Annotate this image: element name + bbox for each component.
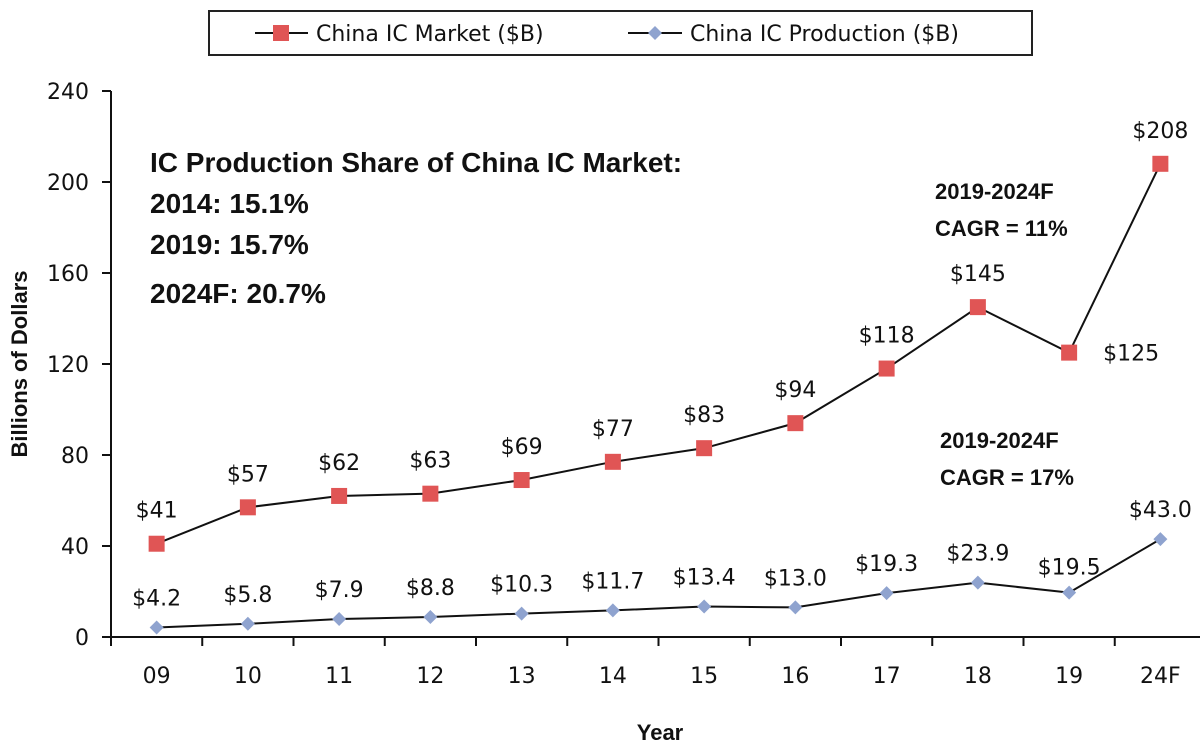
market-data-label: $208 [1132,119,1188,144]
y-tick-label: 240 [47,80,89,105]
series-layer: $41 $57 $62 $63 $69 $77 $83 $94 $118 $145 $125 $208… [132,119,1192,635]
market-data-point [969,299,986,316]
market-data-label: $94 [774,378,816,403]
market-data-point [878,360,895,377]
axes: 0 40 80 120 160 200 240 09 10 11 12 13 14 15 16 17 18 19… [47,80,1200,689]
production-data-point [514,606,529,621]
production-data-label: $4.2 [132,586,181,611]
production-data-label: $43.0 [1129,498,1192,523]
x-tick-label: 13 [508,664,536,689]
legend: China IC Market ($B) China IC Production… [208,10,1033,56]
market-data-point [696,440,713,457]
production-data-label: $23.9 [946,542,1009,567]
x-tick-label: 14 [599,664,627,689]
production-data-point [605,603,620,618]
production-data-point [788,600,803,615]
production-data-label: $8.8 [406,576,455,601]
production-data-point [697,599,712,614]
production-data-point [332,612,347,627]
x-tick-label: 18 [964,664,992,689]
market-data-point [422,485,439,502]
market-data-point [239,499,256,516]
market-cagr-period: 2019-2024F [935,179,1054,204]
production-data-label: $7.9 [315,578,364,603]
market-data-label: $83 [683,403,725,428]
y-tick-label: 120 [47,353,89,378]
market-data-point [604,453,621,470]
market-data-label: $145 [950,262,1006,287]
x-axis-title: Year [637,720,684,743]
market-data-point [1152,155,1169,172]
market-cagr-annotation: 2019-2024F CAGR = 11% [935,179,1068,241]
market-data-label: $118 [859,324,915,349]
production-data-point [149,620,164,635]
x-tick-label: 10 [234,664,262,689]
x-tick-label: 11 [325,664,353,689]
share-line-2019: 2019: 15.7% [150,229,309,260]
x-tick-label: 12 [416,664,444,689]
market-cagr-value: CAGR = 11% [935,216,1068,241]
market-data-point [148,535,165,552]
legend-production-label: China IC Production ($B) [690,22,959,47]
share-line-2024f: 2024F: 20.7% [150,278,326,309]
x-tick-label: 09 [143,664,171,689]
production-cagr-period: 2019-2024F [940,428,1059,453]
market-data-label: $77 [592,417,634,442]
production-data-label: $5.8 [223,583,272,608]
production-data-point [240,616,255,631]
production-data-point [1062,585,1077,600]
production-data-label: $11.7 [581,569,644,594]
production-series-line [156,538,1161,629]
production-cagr-value: CAGR = 17% [940,465,1074,490]
production-data-label: $19.3 [855,552,918,577]
market-data-point [787,415,804,432]
market-series-line [156,163,1162,545]
x-tick-label: 15 [690,664,718,689]
market-data-point [331,487,348,504]
market-data-point [1061,344,1078,361]
production-cagr-annotation: 2019-2024F CAGR = 17% [940,428,1074,490]
x-ticks: 09 10 11 12 13 14 15 16 17 18 19 24F [110,637,1181,689]
legend-production-marker [648,26,662,40]
legend-market-label: China IC Market ($B) [316,22,544,47]
production-data-label: $13.4 [673,566,736,591]
production-data-label: $10.3 [490,573,553,598]
share-annotation: IC Production Share of China IC Market: … [150,147,682,309]
y-tick-label: 0 [75,626,89,651]
x-tick-label: 24F [1140,664,1181,689]
market-data-label: $63 [409,449,451,474]
share-title: IC Production Share of China IC Market: [150,147,682,178]
market-data-label: $69 [501,435,543,460]
legend-box [208,10,1033,56]
market-data-label: $41 [136,499,178,524]
production-data-point [879,586,894,601]
x-tick-label: 16 [781,664,809,689]
production-data-point [970,575,985,590]
market-data-label: $125 [1103,342,1159,367]
y-tick-label: 40 [61,535,89,560]
y-axis-title: Billions of Dollars [7,270,32,457]
y-tick-label: 200 [47,171,89,196]
x-tick-label: 17 [873,664,901,689]
x-tick-label: 19 [1055,664,1083,689]
y-tick-label: 160 [47,262,89,287]
share-line-2014: 2014: 15.1% [150,188,309,219]
market-data-label: $57 [227,462,269,487]
production-data-label: $19.5 [1038,556,1101,581]
market-data-label: $62 [318,451,360,476]
market-data-point [513,472,530,489]
y-ticks: 0 40 80 120 160 200 240 [47,80,111,651]
y-tick-label: 80 [61,444,89,469]
production-data-point [423,609,438,624]
production-data-label: $13.0 [764,566,827,591]
production-data-point [1153,532,1168,547]
legend-market-marker [273,25,289,41]
